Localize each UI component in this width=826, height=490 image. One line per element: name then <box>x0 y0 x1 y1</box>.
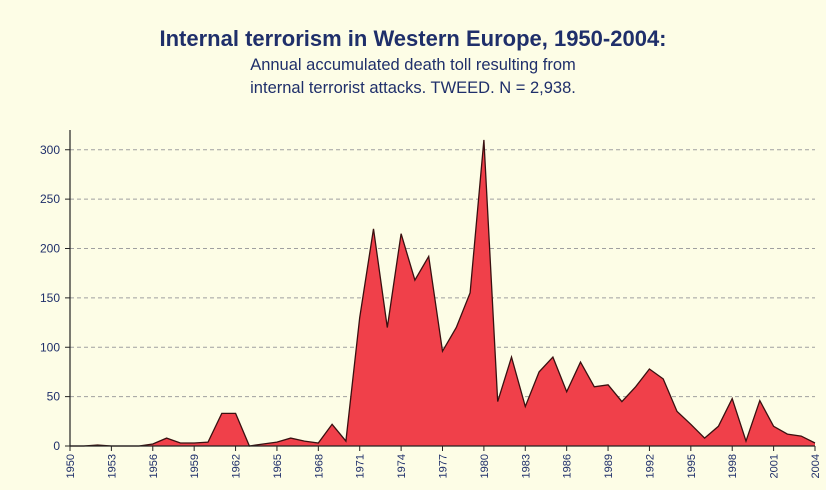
x-tick-label: 1980 <box>479 454 491 478</box>
x-tick-label: 1977 <box>438 454 450 478</box>
x-tick-label: 1992 <box>644 454 656 478</box>
x-tick-label: 1959 <box>189 454 201 478</box>
x-tick-label: 1986 <box>562 454 574 478</box>
x-tick-label: 1995 <box>686 454 698 478</box>
area-series-fill <box>70 139 815 446</box>
x-tick-label: 2001 <box>769 454 781 478</box>
x-tick-label: 1956 <box>148 454 160 478</box>
chart-subtitle-line-1: Annual accumulated death toll resulting … <box>250 56 576 74</box>
y-tick-label: 200 <box>40 242 60 256</box>
x-tick-label: 1950 <box>65 454 77 478</box>
x-tick-label: 1989 <box>603 454 615 478</box>
y-tick-label: 0 <box>53 439 60 453</box>
x-tick-label: 1965 <box>272 454 284 478</box>
y-tick-label: 100 <box>40 340 60 354</box>
x-tick-label: 1971 <box>355 454 367 478</box>
x-tick-label: 2004 <box>810 454 822 478</box>
x-tick-label: 1968 <box>313 454 325 478</box>
y-tick-label: 50 <box>47 390 61 404</box>
chart-subtitle-line-2: internal terrorist attacks. TWEED. N = 2… <box>250 79 576 97</box>
x-tick-label: 1983 <box>520 454 532 478</box>
x-tick-label: 1998 <box>727 454 739 478</box>
area-series-line <box>70 139 816 447</box>
y-tick-label: 300 <box>40 143 60 157</box>
x-tick-label: 1962 <box>231 454 243 478</box>
x-tick-label: 1953 <box>106 454 118 478</box>
x-tick-label: 1974 <box>396 454 408 478</box>
y-tick-label: 250 <box>40 192 60 206</box>
chart-title: Internal terrorism in Western Europe, 19… <box>159 26 667 51</box>
y-tick-label: 150 <box>40 291 60 305</box>
